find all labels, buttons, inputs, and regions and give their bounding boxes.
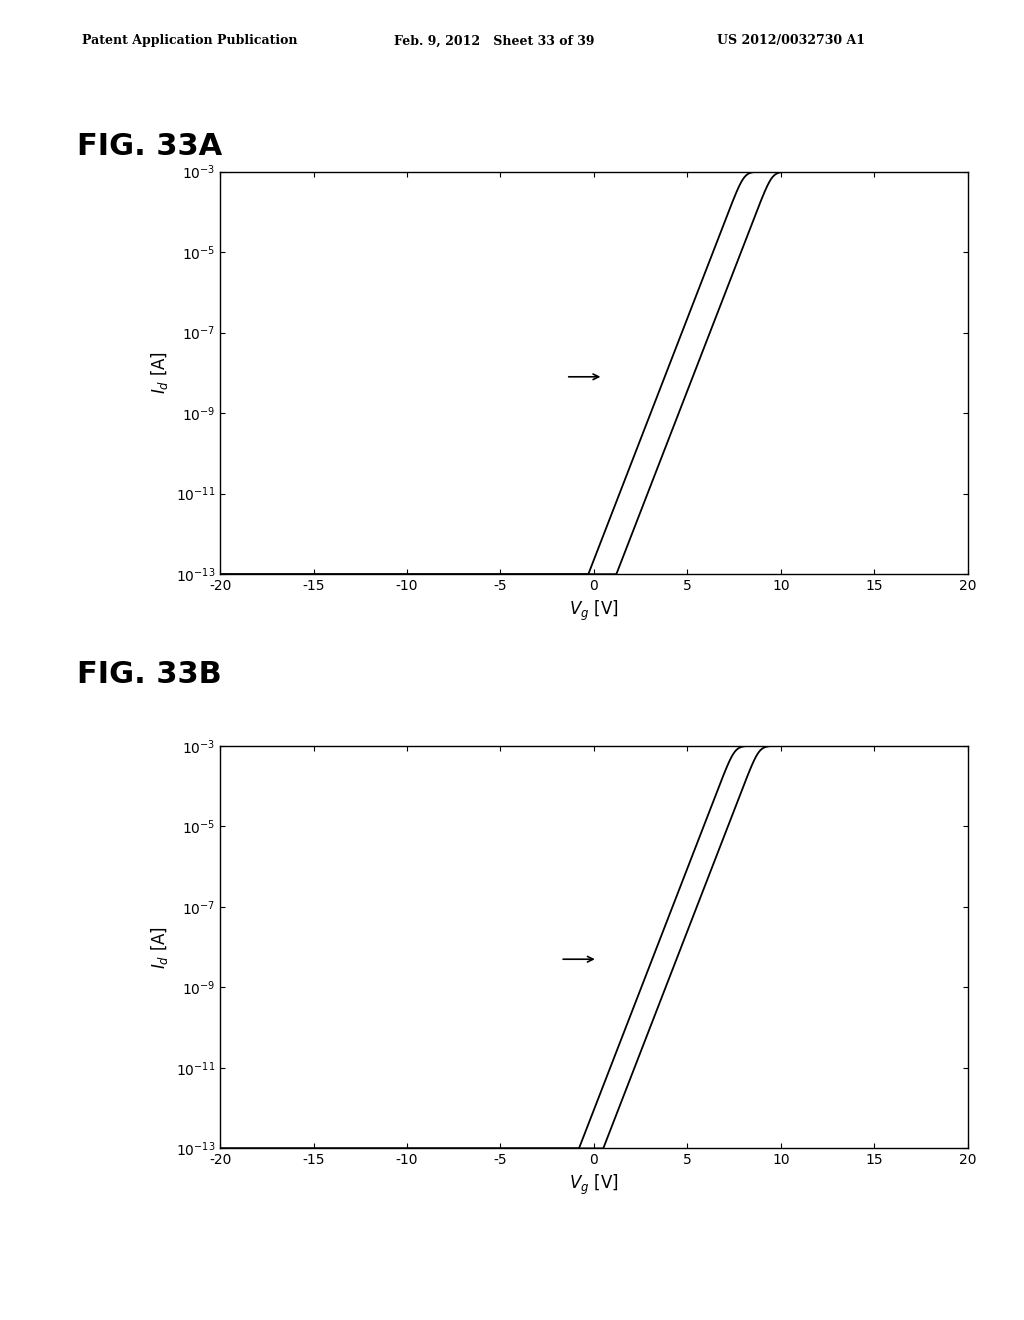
Text: FIG. 33A: FIG. 33A — [77, 132, 222, 161]
Text: FIG. 33B: FIG. 33B — [77, 660, 221, 689]
Text: US 2012/0032730 A1: US 2012/0032730 A1 — [717, 34, 865, 48]
Y-axis label: $I_d$ [A]: $I_d$ [A] — [150, 351, 170, 395]
Text: Feb. 9, 2012   Sheet 33 of 39: Feb. 9, 2012 Sheet 33 of 39 — [394, 34, 595, 48]
Text: Patent Application Publication: Patent Application Publication — [82, 34, 297, 48]
Y-axis label: $I_d$ [A]: $I_d$ [A] — [150, 925, 170, 969]
X-axis label: $V_g$ [V]: $V_g$ [V] — [569, 1172, 618, 1197]
X-axis label: $V_g$ [V]: $V_g$ [V] — [569, 598, 618, 623]
